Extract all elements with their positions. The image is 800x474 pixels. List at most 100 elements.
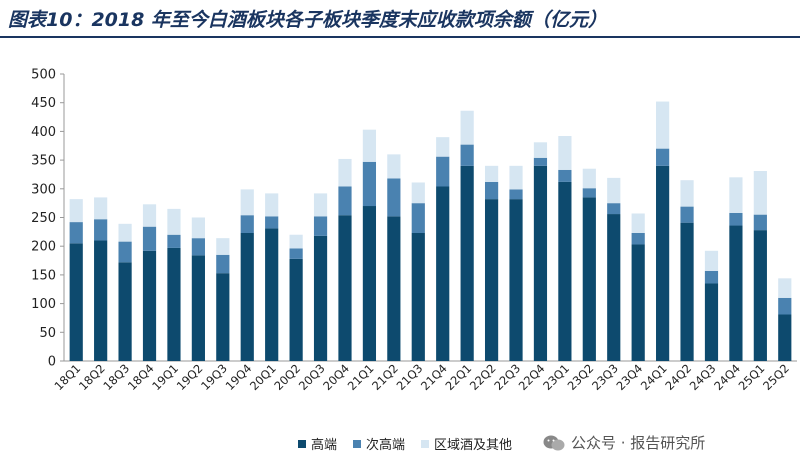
bar-segment-mid-23Q2 [582, 188, 596, 198]
x-tick-label: 18Q2 [76, 361, 108, 393]
bar-segment-other-21Q4 [436, 137, 450, 157]
bar-segment-high-22Q2 [484, 199, 499, 361]
x-tick-label: 19Q2 [174, 361, 206, 393]
watermark: 公众号 · 报告研究所 [543, 432, 705, 453]
bar-segment-other-19Q1 [167, 208, 181, 235]
legend-swatch-mid [353, 439, 362, 448]
x-tick-label: 24Q4 [711, 361, 743, 393]
x-tick-label: 19Q4 [223, 361, 255, 393]
chart-title: 图表10：2018 年至今白酒板块各子板块季度末应收款项余额（亿元） [8, 9, 607, 31]
bar-segment-high-24Q2 [680, 222, 694, 361]
x-tick-label: 23Q2 [565, 361, 597, 393]
y-tick-label: 350 [31, 154, 56, 169]
bar-segment-other-21Q3 [411, 182, 425, 204]
y-tick-label: 100 [31, 297, 56, 312]
bar-segment-mid-18Q4 [142, 226, 157, 251]
x-tick-label: 18Q1 [52, 361, 84, 393]
y-tick-label: 0 [48, 355, 56, 370]
x-tick-label: 24Q2 [662, 361, 694, 393]
x-tick-label: 21Q4 [418, 361, 450, 393]
bar-segment-high-25Q2 [778, 314, 792, 361]
bar-segment-high-21Q1 [362, 206, 377, 361]
bar-segment-high-22Q1 [460, 165, 474, 361]
legend-item-other: 区域酒及其他 [421, 434, 512, 453]
bar-segment-mid-22Q1 [460, 144, 474, 166]
legend-label-mid: 次高端 [366, 438, 406, 453]
bar-segment-other-25Q2 [778, 278, 792, 298]
y-tick-label: 500 [31, 68, 56, 83]
bar-segment-high-23Q1 [558, 181, 572, 361]
bar-segment-high-19Q1 [167, 247, 181, 361]
bar-segment-mid-24Q4 [729, 212, 743, 226]
bar-segment-high-20Q4 [338, 215, 352, 361]
y-tick-label: 450 [31, 96, 56, 111]
bar-segment-other-19Q3 [216, 238, 230, 255]
bar-segment-mid-24Q3 [704, 270, 719, 284]
bar-segment-mid-23Q1 [558, 169, 572, 182]
title-bar: 图表10：2018 年至今白酒板块各子板块季度末应收款项余额（亿元） [0, 0, 800, 38]
x-tick-label: 20Q1 [247, 361, 279, 393]
bar-segment-other-24Q3 [704, 250, 719, 271]
bar-segment-high-24Q3 [704, 283, 719, 361]
x-tick-label: 23Q4 [613, 361, 645, 393]
bar-segment-other-19Q2 [191, 217, 205, 239]
bar-segment-mid-23Q3 [607, 203, 621, 215]
x-tick-label: 22Q1 [442, 361, 474, 393]
bar-segment-other-24Q1 [656, 101, 670, 149]
bar-segment-other-21Q1 [362, 129, 377, 162]
x-tick-label: 25Q2 [760, 361, 792, 393]
bar-segment-mid-19Q2 [191, 238, 205, 256]
x-tick-label: 23Q1 [540, 361, 572, 393]
x-tick-label: 22Q3 [491, 361, 523, 393]
bar-segment-other-18Q3 [118, 223, 132, 242]
bar-segment-mid-24Q2 [680, 206, 694, 223]
bar-segment-other-24Q2 [680, 180, 694, 207]
bar-segment-high-19Q3 [216, 273, 230, 361]
bar-segment-high-18Q4 [142, 250, 157, 361]
bar-segment-high-18Q2 [94, 240, 108, 361]
bar-segment-high-23Q2 [582, 197, 596, 361]
bar-segment-other-23Q3 [607, 177, 621, 204]
bar-segment-mid-20Q4 [338, 186, 352, 216]
x-tick-label: 25Q1 [736, 361, 768, 393]
watermark-text: 公众号 · 报告研究所 [571, 434, 706, 452]
x-tick-label: 19Q3 [198, 361, 230, 393]
x-tick-label: 20Q3 [296, 361, 328, 393]
legend-item-mid: 次高端 [353, 434, 405, 453]
y-tick-label: 300 [31, 182, 56, 197]
bar-segment-other-20Q4 [338, 158, 352, 187]
bar-segment-high-24Q4 [729, 225, 743, 361]
x-tick-label: 23Q3 [589, 361, 621, 393]
bar-segment-other-20Q2 [289, 234, 303, 249]
y-tick-label: 200 [31, 240, 56, 255]
bar-segment-mid-20Q3 [313, 216, 328, 236]
bar-segment-other-22Q1 [460, 110, 474, 145]
wechat-icon [543, 435, 565, 450]
bar-segment-high-18Q3 [118, 262, 132, 361]
bar-segment-mid-21Q2 [387, 178, 401, 217]
legend-label-high: 高端 [311, 438, 338, 453]
y-axis: 0 50 100 150 200 250 300 350 400 450 500 [31, 68, 65, 370]
bar-segment-other-23Q2 [582, 168, 596, 189]
x-tick-label: 22Q2 [467, 361, 499, 393]
bar-segment-high-21Q3 [411, 232, 425, 361]
x-tick-label: 18Q4 [125, 361, 157, 393]
x-tick-label: 19Q1 [149, 361, 181, 393]
x-tick-label: 20Q2 [271, 361, 303, 393]
x-tick-label: 24Q1 [638, 361, 670, 393]
x-tick-label: 24Q3 [687, 361, 719, 393]
legend-swatch-high [298, 439, 306, 448]
bar-segment-mid-18Q2 [94, 219, 108, 241]
bar-segment-other-25Q1 [753, 171, 767, 215]
legend-swatch-other [421, 439, 430, 448]
legend-label-other: 区域酒及其他 [434, 438, 513, 453]
y-tick-label: 150 [31, 268, 56, 283]
bar-segment-high-18Q1 [69, 243, 83, 361]
bar-segment-other-23Q4 [631, 213, 645, 233]
bar-segment-mid-21Q1 [362, 161, 377, 207]
bar-segment-other-20Q1 [265, 193, 279, 217]
bar-segment-mid-19Q4 [240, 215, 254, 233]
x-tick-label: 20Q4 [320, 361, 352, 393]
legend: 高端 次高端 区域酒及其他 [298, 434, 512, 453]
bar-segment-other-18Q4 [142, 204, 157, 227]
